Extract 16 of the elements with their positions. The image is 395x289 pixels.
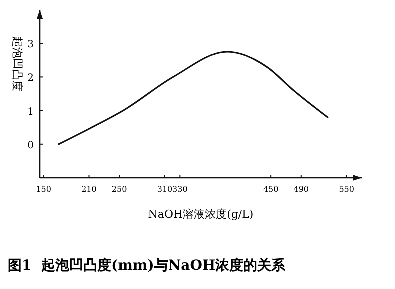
x-tick-label: 490 [294, 185, 310, 194]
x-tick-label: 310 [157, 185, 173, 194]
x-tick-label: 330 [172, 185, 188, 194]
x-axis-title: NaOH溶液浓度(g/L) [148, 208, 254, 221]
x-tick-label: 450 [263, 185, 279, 194]
y-tick-label: 1 [28, 106, 34, 118]
y-tick-label: 0 [28, 140, 34, 152]
caption: 图1 起泡凹凸度(mm)与NaOH浓度的关系 [8, 257, 287, 274]
x-tick-label: 550 [339, 185, 354, 194]
x-tick-label: 150 [36, 185, 52, 194]
x-tick-label: 250 [112, 185, 128, 194]
line-series [58, 51, 329, 146]
y-axis-title: 起泡凹凸度 [11, 36, 24, 92]
y-tick-label: 2 [28, 73, 34, 84]
x-tick-label: 210 [82, 185, 97, 194]
y-tick-label: 3 [28, 40, 34, 51]
